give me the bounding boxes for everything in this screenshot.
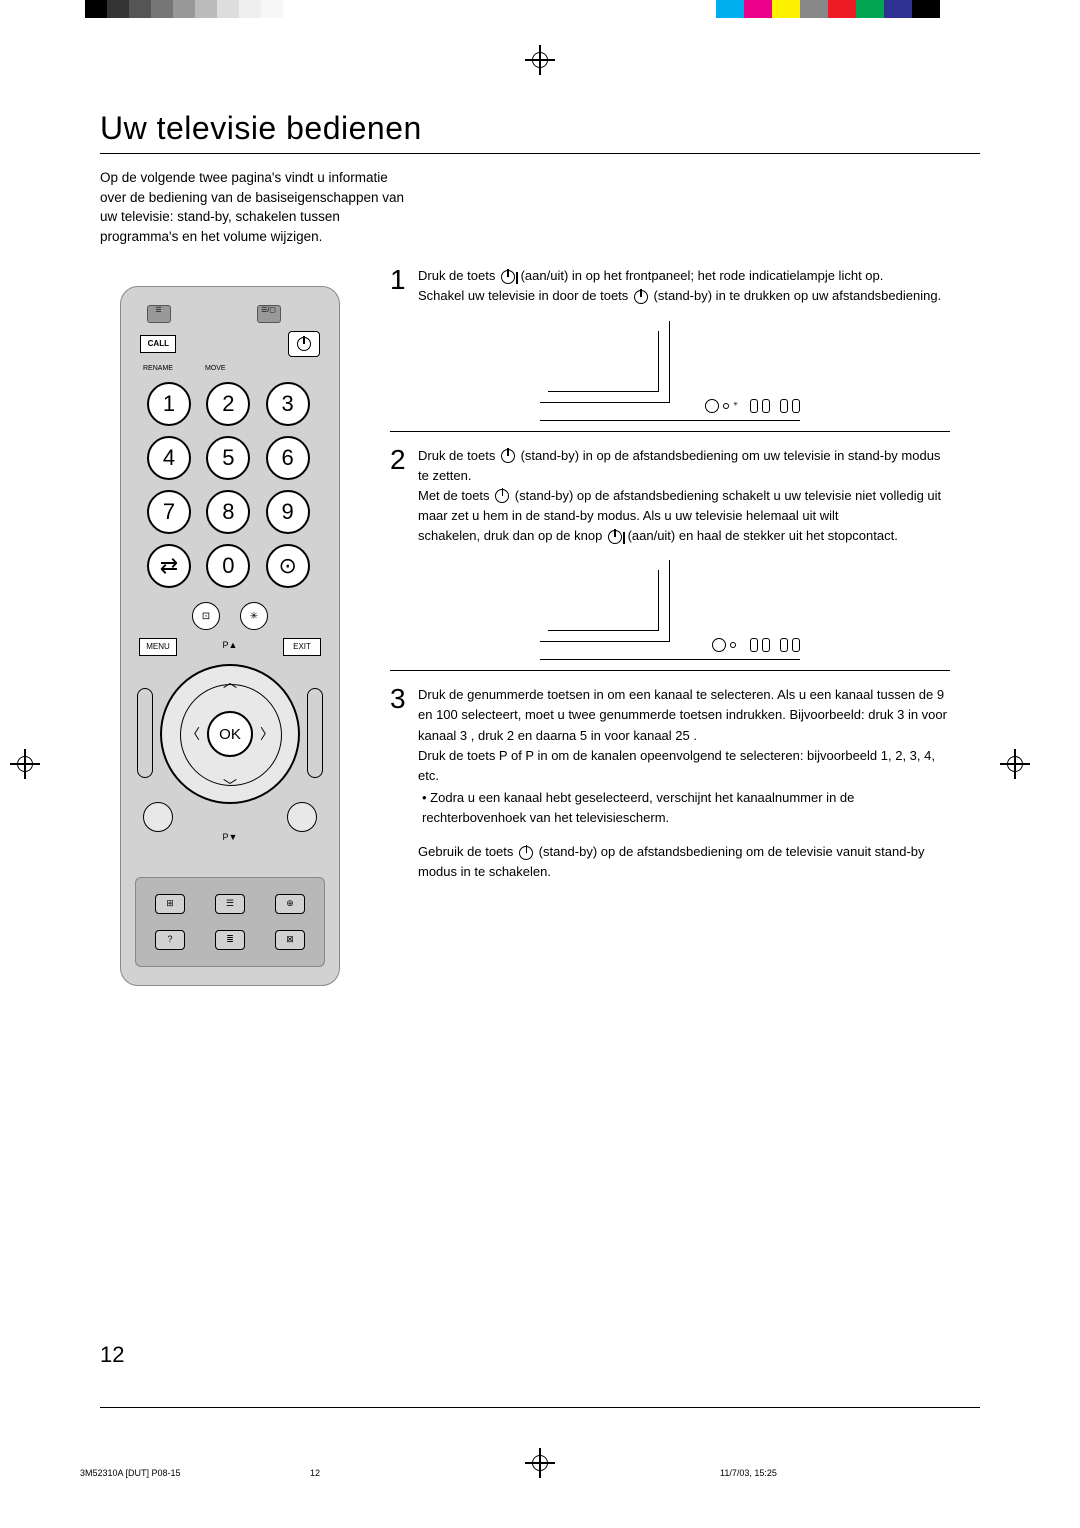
- right-arrow-icon: 〉: [260, 724, 274, 744]
- menu-button: MENU: [139, 638, 177, 656]
- step-3: 3 Druk de genummerde toetsen in om een k…: [390, 670, 950, 882]
- step-1: 1 Druk de toets (aan/uit) in op het fron…: [390, 266, 950, 420]
- num-7: 7: [147, 490, 191, 534]
- standby-icon: [501, 449, 515, 463]
- print-footer: 3M52310A [DUT] P08-15 12 11/7/03, 15:25: [80, 1468, 850, 1478]
- tt-button: ⊞: [155, 894, 185, 914]
- remote-control-diagram: ☰ ☰/▢ CALL RENAME MOVE 1 2 3: [120, 286, 340, 986]
- tt-button: ☰: [215, 894, 245, 914]
- tt-button: ?: [155, 930, 185, 950]
- page-title: Uw televisie bedienen: [100, 110, 980, 154]
- step2-text-c: Met de toets: [418, 488, 490, 503]
- move-label: MOVE: [205, 365, 226, 372]
- vol-up-button: [307, 688, 323, 778]
- step2-text-b: (stand-by) in op de afstandsbediening om…: [418, 448, 940, 483]
- step1-text-c: Schakel uw televisie in door de toets: [418, 288, 628, 303]
- step-number: 1: [390, 266, 410, 306]
- swap-button: ⇄: [147, 544, 191, 588]
- down-arrow-icon: ﹀: [223, 776, 237, 796]
- color-calibration-bar: [716, 0, 940, 18]
- footer-date: 11/7/03, 15:25: [720, 1468, 850, 1478]
- num-4: 4: [147, 436, 191, 480]
- power-full-icon: [501, 270, 515, 284]
- p-down-label: P▼: [223, 832, 238, 842]
- left-arrow-icon: 〈: [186, 724, 200, 744]
- tt-button: ⊕: [275, 894, 305, 914]
- corner-button: [287, 802, 317, 832]
- av-button: ⊙: [266, 544, 310, 588]
- gray-calibration-bar: [85, 0, 305, 18]
- registration-mark-right: [1000, 749, 1030, 779]
- icon-button: ☰/▢: [257, 305, 281, 323]
- call-button: CALL: [140, 335, 176, 353]
- step-number: 3: [390, 685, 410, 882]
- teletext-buttons: ⊞ ☰ ⊕ ? ≣ ⊠: [135, 877, 325, 967]
- standby-icon: [519, 846, 533, 860]
- mute-button: ✳: [240, 602, 268, 630]
- tt-button: ≣: [215, 930, 245, 950]
- step2-text-f: (aan/uit) en haal de stekker uit het sto…: [628, 528, 898, 543]
- num-1: 1: [147, 382, 191, 426]
- page-number: 12: [100, 1342, 124, 1368]
- num-0: 0: [206, 544, 250, 588]
- step1-text-a: Druk de toets: [418, 268, 495, 283]
- num-8: 8: [206, 490, 250, 534]
- standby-icon: [495, 489, 509, 503]
- intro-paragraph: Op de volgende twee pagina's vindt u inf…: [100, 168, 410, 246]
- corner-button: [143, 802, 173, 832]
- power-button: [288, 331, 320, 357]
- standby-icon: [634, 290, 648, 304]
- vol-down-button: [137, 688, 153, 778]
- num-5: 5: [206, 436, 250, 480]
- rename-label: RENAME: [143, 365, 173, 372]
- number-pad: 1 2 3 4 5 6 7 8 9 ⇄ 0 ⊙: [147, 382, 313, 588]
- step-2: 2 Druk de toets (stand-by) in op de afst…: [390, 431, 950, 661]
- tt-button: ⊠: [275, 930, 305, 950]
- footer-rule: [100, 1407, 980, 1408]
- footer-doc: 3M52310A [DUT] P08-15: [80, 1468, 210, 1478]
- icon-button: ☰: [147, 305, 171, 323]
- registration-mark-top: [525, 45, 555, 75]
- up-arrow-icon: ︿: [223, 672, 237, 692]
- ok-button: OK: [207, 711, 253, 757]
- step3-text-c: Gebruik de toets: [418, 844, 513, 859]
- num-6: 6: [266, 436, 310, 480]
- step2-text-a: Druk de toets: [418, 448, 495, 463]
- step1-text-b: (aan/uit) in op het frontpaneel; het rod…: [521, 268, 884, 283]
- step2-text-e: schakelen, druk dan op de knop: [418, 528, 602, 543]
- footer-page: 12: [310, 1468, 440, 1478]
- step1-text-d: (stand-by) in te drukken op uw afstandsb…: [654, 288, 942, 303]
- num-3: 3: [266, 382, 310, 426]
- power-full-icon: [608, 530, 622, 544]
- picture-button: ⊡: [192, 602, 220, 630]
- exit-button: EXIT: [283, 638, 321, 656]
- tv-front-panel-diagram: [540, 560, 800, 660]
- step-number: 2: [390, 446, 410, 547]
- navigation-pad: MENU P▲ EXIT ︿ ﹀ 〈 〉 OK P▼: [135, 638, 325, 838]
- step3-text-a: Druk de genummerde toetsen in om een kan…: [418, 687, 947, 742]
- page-content: Uw televisie bedienen Op de volgende twe…: [100, 110, 980, 986]
- num-9: 9: [266, 490, 310, 534]
- registration-mark-left: [10, 749, 40, 779]
- tv-front-panel-diagram: ✳: [540, 321, 800, 421]
- p-up-label: P▲: [223, 640, 238, 650]
- step3-bullet: Zodra u een kanaal hebt geselecteerd, ve…: [422, 790, 854, 825]
- num-2: 2: [206, 382, 250, 426]
- step3-text-b: Druk de toets P of P in om de kanalen op…: [418, 748, 935, 783]
